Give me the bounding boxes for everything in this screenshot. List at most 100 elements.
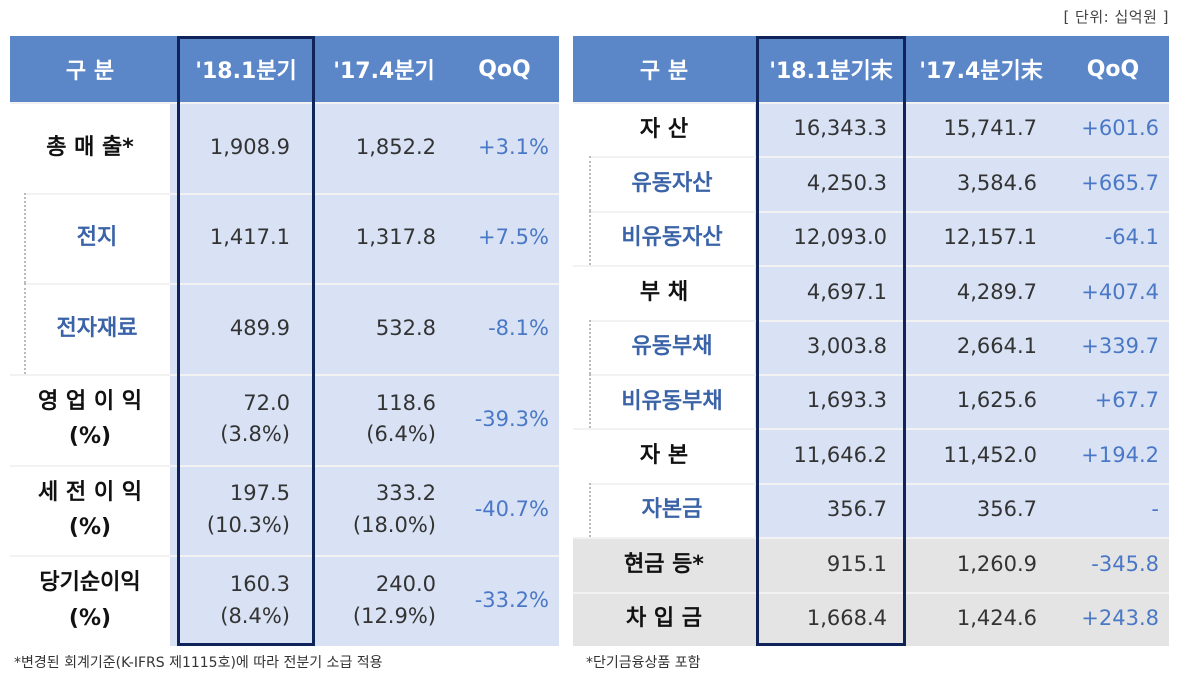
current-value: 4,697.1 — [757, 265, 887, 319]
current-value: 489.9 — [178, 283, 290, 374]
previous-amount: 333.2 — [375, 481, 436, 506]
indent-line — [589, 482, 591, 538]
row-divider — [589, 210, 1169, 213]
row-divider — [10, 102, 559, 104]
row-divider — [10, 464, 559, 467]
table-row: 총 매 출* 1,908.9 1,852.2 +3.1% — [10, 102, 559, 193]
current-amount: 72.0 — [243, 390, 290, 415]
table-row: 전자재료 489.9 532.8 -8.1% — [10, 283, 559, 374]
qoq-value: +407.4 — [1057, 265, 1159, 319]
value-shade — [170, 192, 559, 284]
row-label: 당기순이익 (%) — [10, 555, 170, 646]
previous-value: 1,424.6 — [905, 592, 1037, 646]
qoq-text: -64.1 — [1104, 225, 1159, 250]
header-qoq: QoQ — [1086, 56, 1140, 82]
table-row: 비유동자산 12,093.0 12,157.1 -64.1 — [573, 210, 1169, 266]
previous-value: 333.2 (18.0%) — [314, 465, 436, 556]
qoq-text: +194.2 — [1081, 442, 1159, 467]
current-amount: 16,343.3 — [793, 116, 887, 141]
current-amount: 3,003.8 — [806, 334, 887, 359]
qoq-text: +3.1% — [478, 134, 549, 159]
previous-value: 1,625.6 — [905, 374, 1037, 428]
balance-sheet-table: 구 분 '18.1분기末 '17.4분기末 QoQ 자 산 16,343.3 15,… — [573, 36, 1169, 646]
table-row: 부 채 4,697.1 4,289.7 +407.4 — [573, 265, 1169, 320]
current-margin: (3.8%) — [220, 422, 290, 447]
value-shade — [755, 265, 1169, 320]
row-label-text: 부 채 — [639, 279, 689, 305]
row-label: 총 매 출* — [10, 102, 170, 193]
table-row: 유동부채 3,003.8 2,664.1 +339.7 — [573, 319, 1169, 374]
current-value: 197.5 (10.3%) — [178, 465, 290, 556]
value-shade — [755, 374, 1169, 429]
previous-amount: 11,452.0 — [943, 442, 1037, 467]
indent-line — [589, 156, 591, 211]
current-margin: (8.4%) — [220, 603, 290, 628]
previous-amount: 118.6 — [375, 390, 436, 415]
header-previous-quarter-end: '17.4분기末 — [919, 59, 1043, 84]
previous-amount: 4,289.7 — [956, 279, 1037, 304]
current-amount: 11,646.2 — [793, 442, 887, 467]
previous-value: 532.8 — [314, 283, 436, 374]
value-shade — [170, 374, 559, 465]
table-row: 영 업 이 익 (%) 72.0 (3.8%) 118.6 (6.4%) -39.3% — [10, 374, 559, 465]
current-value: 11,646.2 — [757, 428, 887, 482]
indent-line — [589, 374, 591, 429]
header-current-quarter-end: '18.1분기末 — [769, 59, 893, 84]
current-amount: 4,250.3 — [806, 170, 887, 195]
row-divider — [573, 102, 1169, 104]
previous-value: 240.0 (12.9%) — [314, 555, 436, 646]
current-amount: 489.9 — [229, 315, 290, 340]
value-shade — [170, 283, 559, 374]
qoq-text: +339.7 — [1081, 334, 1159, 359]
value-shade — [755, 319, 1169, 374]
header-category: 구 분 — [65, 59, 115, 84]
previous-value: 3,584.6 — [905, 156, 1037, 210]
previous-margin: (12.9%) — [352, 603, 436, 628]
row-label-text: 차 입 금 — [625, 606, 703, 632]
previous-amount: 15,741.7 — [943, 116, 1037, 141]
row-divider — [10, 374, 559, 376]
previous-value: 2,664.1 — [905, 320, 1037, 374]
value-shade — [755, 156, 1169, 211]
qoq-value: -40.7% — [450, 465, 549, 556]
qoq-text: -345.8 — [1091, 551, 1159, 576]
row-label-text: 전지 — [76, 225, 118, 251]
qoq-text: +407.4 — [1081, 279, 1159, 304]
qoq-text: +601.6 — [1081, 116, 1159, 141]
previous-value: 356.7 — [905, 483, 1037, 537]
current-value: 160.3 (8.4%) — [178, 555, 290, 646]
previous-amount: 2,664.1 — [956, 334, 1037, 359]
row-divider — [573, 428, 1169, 431]
value-shade — [755, 102, 1169, 157]
qoq-value: +339.7 — [1057, 320, 1159, 374]
qoq-text: +243.8 — [1081, 606, 1159, 631]
row-label-text: 유동부채 — [631, 334, 713, 360]
row-divider — [589, 156, 1169, 159]
row-label-unit: (%) — [68, 424, 112, 450]
previous-margin: (18.0%) — [352, 512, 436, 537]
current-value: 915.1 — [757, 537, 887, 591]
qoq-value: +243.8 — [1057, 592, 1159, 646]
row-label: 유동부채 — [589, 320, 755, 374]
row-label-unit: (%) — [68, 605, 112, 631]
previous-value: 1,852.2 — [314, 102, 436, 193]
row-divider — [24, 192, 559, 195]
table-header: 구 분 '18.1분기末 '17.4분기末 QoQ — [573, 36, 1169, 102]
row-label-text: 현금 등* — [624, 551, 704, 577]
row-label-text: 자 산 — [639, 116, 689, 142]
qoq-text: +665.7 — [1081, 170, 1159, 195]
value-shade — [170, 555, 559, 646]
qoq-value: - — [1057, 483, 1159, 537]
value-shade — [755, 210, 1169, 266]
previous-value: 118.6 (6.4%) — [314, 374, 436, 465]
previous-amount: 1,424.6 — [956, 606, 1037, 631]
row-divider — [589, 482, 1169, 485]
row-label: 유동자산 — [589, 156, 755, 210]
qoq-value: -33.2% — [450, 555, 549, 646]
current-value: 72.0 (3.8%) — [178, 374, 290, 465]
previous-value: 4,289.7 — [905, 265, 1037, 319]
indent-line — [24, 192, 26, 284]
previous-amount: 1,852.2 — [355, 134, 436, 159]
row-divider — [573, 591, 1169, 594]
row-label: 비유동자산 — [589, 211, 755, 265]
